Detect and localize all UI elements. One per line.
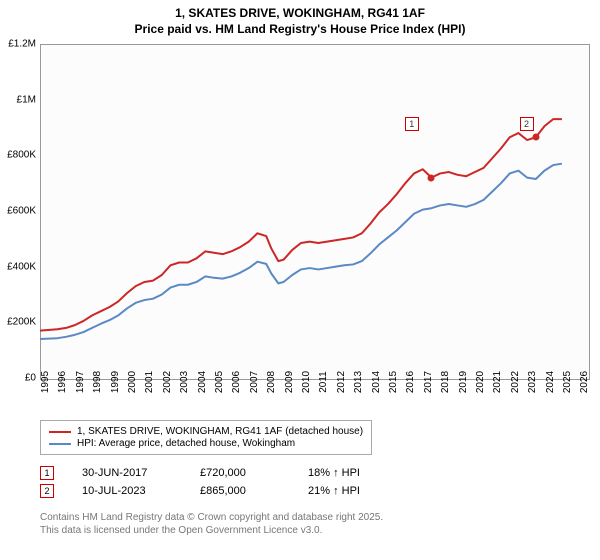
legend-swatch: [49, 443, 71, 445]
chart-lines: [40, 44, 588, 378]
x-tick-label: 2005: [214, 371, 225, 393]
x-tick-label: 2012: [336, 371, 347, 393]
x-tick-label: 2023: [527, 371, 538, 393]
x-tick-label: 2008: [266, 371, 277, 393]
x-tick-label: 2020: [475, 371, 486, 393]
x-tick-label: 2017: [423, 371, 434, 393]
x-tick-label: 1995: [40, 371, 51, 393]
annotation-marker: 2: [520, 117, 534, 131]
y-tick-label: £600K: [0, 206, 36, 217]
sale-marker-icon: 1: [40, 466, 54, 480]
footer-line2: This data is licensed under the Open Gov…: [40, 525, 383, 538]
x-tick-label: 2007: [249, 371, 260, 393]
sale-row: 2 10-JUL-2023 £865,000 21% ↑ HPI: [40, 484, 360, 498]
x-tick-label: 2009: [284, 371, 295, 393]
footer-line1: Contains HM Land Registry data © Crown c…: [40, 512, 383, 525]
sale-price: £720,000: [200, 467, 280, 479]
x-tick-label: 2006: [231, 371, 242, 393]
sale-date: 30-JUN-2017: [82, 467, 172, 479]
x-tick-label: 2001: [144, 371, 155, 393]
sale-price: £865,000: [200, 485, 280, 497]
x-tick-label: 2024: [545, 371, 556, 393]
sale-date: 10-JUL-2023: [82, 485, 172, 497]
x-tick-label: 2021: [492, 371, 503, 393]
x-tick-label: 2016: [405, 371, 416, 393]
x-tick-label: 2019: [458, 371, 469, 393]
x-tick-label: 2010: [301, 371, 312, 393]
y-tick-label: £400K: [0, 261, 36, 272]
legend-item: HPI: Average price, detached house, Woki…: [49, 438, 363, 449]
legend-label: HPI: Average price, detached house, Woki…: [77, 438, 295, 449]
y-tick-label: £1.2M: [0, 39, 36, 50]
x-tick-label: 1996: [57, 371, 68, 393]
x-tick-label: 2004: [197, 371, 208, 393]
sale-dot: [428, 174, 435, 181]
x-tick-label: 2000: [127, 371, 138, 393]
chart-container: 1, SKATES DRIVE, WOKINGHAM, RG41 1AF Pri…: [0, 0, 600, 560]
footer-attribution: Contains HM Land Registry data © Crown c…: [40, 512, 383, 537]
x-tick-label: 2003: [179, 371, 190, 393]
sale-row: 1 30-JUN-2017 £720,000 18% ↑ HPI: [40, 466, 360, 480]
sale-data-rows: 1 30-JUN-2017 £720,000 18% ↑ HPI 2 10-JU…: [40, 462, 360, 502]
sale-marker-icon: 2: [40, 484, 54, 498]
chart-title-line2: Price paid vs. HM Land Registry's House …: [0, 22, 600, 40]
legend-label: 1, SKATES DRIVE, WOKINGHAM, RG41 1AF (de…: [77, 426, 363, 437]
x-tick-label: 1999: [110, 371, 121, 393]
y-tick-label: £0: [0, 373, 36, 384]
x-tick-label: 2018: [440, 371, 451, 393]
x-tick-label: 2013: [353, 371, 364, 393]
x-tick-label: 2011: [318, 371, 329, 393]
y-tick-label: £1M: [0, 94, 36, 105]
series-line: [40, 119, 562, 331]
legend-item: 1, SKATES DRIVE, WOKINGHAM, RG41 1AF (de…: [49, 426, 363, 437]
sale-delta: 18% ↑ HPI: [308, 467, 360, 479]
x-tick-label: 1998: [92, 371, 103, 393]
annotation-marker: 1: [405, 117, 419, 131]
legend-swatch: [49, 431, 71, 433]
sale-dot: [532, 134, 539, 141]
x-tick-label: 2015: [388, 371, 399, 393]
y-tick-label: £200K: [0, 317, 36, 328]
series-line: [40, 164, 562, 339]
x-tick-label: 1997: [75, 371, 86, 393]
x-tick-label: 2002: [162, 371, 173, 393]
legend: 1, SKATES DRIVE, WOKINGHAM, RG41 1AF (de…: [40, 420, 372, 455]
y-tick-label: £800K: [0, 150, 36, 161]
x-tick-label: 2022: [510, 371, 521, 393]
x-tick-label: 2025: [562, 371, 573, 393]
x-tick-label: 2014: [371, 371, 382, 393]
x-tick-label: 2026: [579, 371, 590, 393]
sale-delta: 21% ↑ HPI: [308, 485, 360, 497]
chart-title-line1: 1, SKATES DRIVE, WOKINGHAM, RG41 1AF: [0, 0, 600, 22]
